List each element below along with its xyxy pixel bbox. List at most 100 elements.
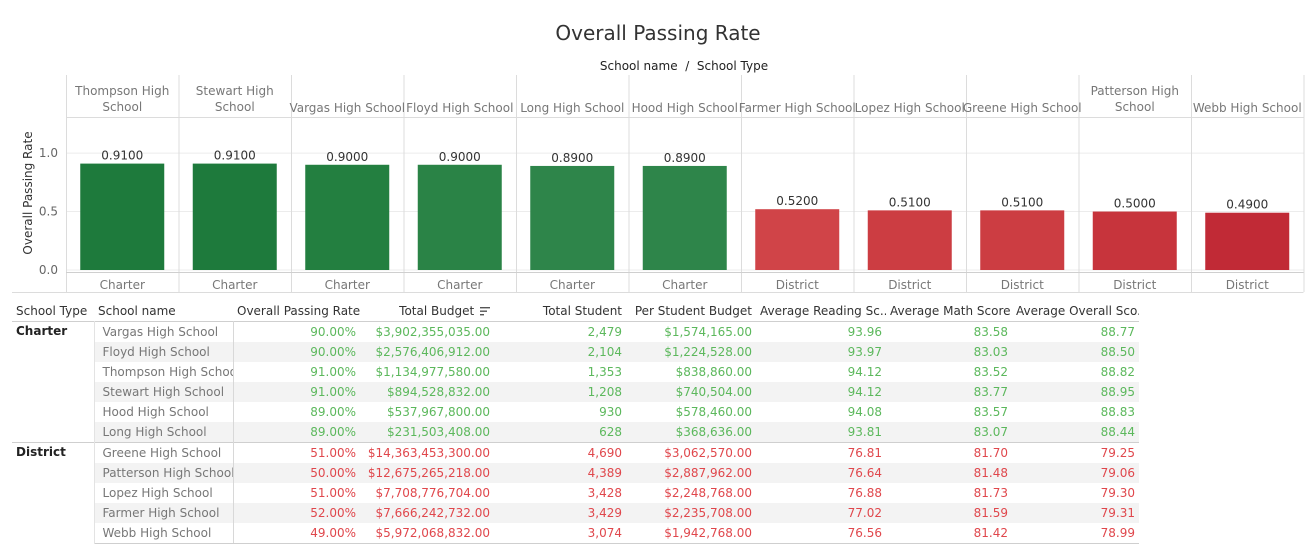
bar[interactable] (642, 165, 727, 270)
column-header-line: Vargas High School (289, 101, 405, 115)
table-row[interactable]: Thompson High School 91.00% $1,134,977,5… (12, 362, 1139, 382)
school-type-label: District (888, 278, 931, 292)
bar-value-label: 0.5000 (1114, 197, 1156, 211)
cell-students: 628 (494, 422, 626, 443)
bar[interactable] (417, 164, 502, 270)
cell-per-student: $2,248,768.00 (664, 486, 752, 500)
bar-value-label: 0.9000 (439, 150, 481, 164)
header-average-reading[interactable]: Average Reading Sc.. (760, 304, 886, 318)
bar-value-label: 0.4900 (1226, 198, 1268, 212)
cell-math: 83.52 (973, 365, 1008, 379)
cell-overall: 88.44 (1012, 422, 1139, 443)
cell-overall: 78.99 (1012, 523, 1139, 544)
cell-budget: $5,972,068,832.00 (360, 523, 494, 544)
table-row[interactable]: Webb High School 49.00% $5,972,068,832.0… (12, 523, 1139, 544)
table-row[interactable]: Farmer High School 52.00% $7,666,242,732… (12, 503, 1139, 523)
column-header-line: Farmer High School (739, 101, 856, 115)
cell-overall: 79.25 (1012, 442, 1139, 463)
column-header-line: Hood High School (632, 101, 738, 115)
cell-school-name: Greene High School (94, 442, 234, 463)
bar[interactable] (1092, 211, 1177, 270)
cell-per-student: $368,636.00 (626, 422, 756, 443)
cell-math: 81.48 (886, 463, 1012, 483)
school-type-label: District (1113, 278, 1156, 292)
bar-value-label: 0.5100 (889, 195, 931, 209)
cell-per-student: $3,062,570.00 (626, 442, 756, 463)
cell-reading: 77.02 (756, 503, 886, 523)
cell-students: 2,479 (587, 325, 622, 339)
table-row[interactable]: Stewart High School 91.00% $894,528,832.… (12, 382, 1139, 402)
district-group: District Greene High School 51.00% $14,3… (12, 442, 1139, 544)
header-passing-rate[interactable]: Overall Passing Rate (237, 304, 360, 318)
column-header-line: School (1115, 100, 1155, 114)
header-school-name[interactable]: School name (98, 304, 176, 318)
cell-budget: $7,666,242,732.00 (360, 503, 494, 523)
school-type-label: District (1001, 278, 1044, 292)
cell-reading: 93.81 (756, 422, 886, 443)
table-row[interactable]: District Greene High School 51.00% $14,3… (12, 442, 1139, 544)
cell-students: 4,389 (494, 463, 626, 483)
header-school-type[interactable]: School Type (16, 304, 88, 318)
cell-math: 83.03 (886, 342, 1012, 362)
cell-reading: 94.08 (847, 405, 882, 419)
cell-students: 3,428 (587, 486, 622, 500)
bar[interactable] (305, 164, 390, 270)
cell-budget: $1,134,977,580.00 (375, 365, 490, 379)
cell-math: 83.58 (973, 325, 1008, 339)
column-header-line: Thompson High (74, 84, 169, 98)
school-type-label: Charter (100, 278, 145, 292)
cell-per-student: $1,574,165.00 (664, 325, 752, 339)
table-row[interactable]: Floyd High School 90.00% $2,576,406,912.… (12, 342, 1139, 362)
table-row[interactable]: Patterson High School 50.00% $12,675,265… (12, 463, 1139, 483)
school-type-label: District (776, 278, 819, 292)
sort-descending-icon[interactable] (480, 307, 490, 316)
table-row[interactable]: Charter Vargas High School 90.00% $3,902… (12, 321, 1139, 443)
cell-per-student: $740,504.00 (626, 382, 756, 402)
cell-passing: 50.00% (233, 463, 360, 483)
cell-school-name: Long High School (94, 422, 234, 443)
cell-passing: 89.00% (310, 405, 356, 419)
column-header-line: Greene High School (963, 101, 1082, 115)
y-tick-label: 0.0 (39, 263, 58, 277)
cell-overall: 88.82 (1100, 365, 1135, 379)
table-header-row: School Type School name Overall Passing … (12, 301, 1139, 322)
column-header-line: Patterson High (1091, 84, 1179, 98)
header-total-budget-cell[interactable]: Total Budget (360, 301, 494, 322)
cell-school-name: Stewart High School (94, 382, 234, 402)
cell-passing: 51.00% (310, 486, 356, 500)
school-type-label: Charter (437, 278, 482, 292)
bar[interactable] (1205, 212, 1290, 270)
bar[interactable] (980, 210, 1065, 270)
header-total-student[interactable]: Total Student (542, 304, 622, 318)
table-row[interactable]: Lopez High School 51.00% $7,708,776,704.… (12, 483, 1139, 503)
y-tick-label: 0.5 (39, 205, 58, 219)
column-header-label: Greene High School (963, 101, 1082, 115)
column-header-label: Vargas High School (289, 101, 405, 115)
column-header-line: Lopez High School (855, 101, 965, 115)
bar[interactable] (80, 163, 165, 270)
cell-reading: 94.12 (847, 365, 882, 379)
cell-passing: 49.00% (233, 523, 360, 544)
cell-budget: $231,503,408.00 (360, 422, 494, 443)
cell-overall: 79.31 (1012, 503, 1139, 523)
column-header-label: Thompson High School (74, 84, 169, 114)
column-header-label: Farmer High School (739, 101, 856, 115)
header-average-math[interactable]: Average Math Score (890, 304, 1011, 318)
cell-math: 81.70 (886, 442, 1012, 463)
cell-reading: 93.96 (847, 325, 882, 339)
bar[interactable] (192, 163, 277, 270)
cell-students: 3,074 (494, 523, 626, 544)
bar[interactable] (867, 210, 952, 270)
cell-budget: $894,528,832.00 (360, 382, 494, 402)
bar[interactable] (755, 209, 840, 270)
header-per-student-budget[interactable]: Per Student Budget (634, 304, 752, 318)
cell-reading: 94.12 (756, 382, 886, 402)
header-average-overall[interactable]: Average Overall Sco.. (1016, 304, 1139, 318)
cell-passing: 51.00% (233, 442, 360, 463)
y-tick-label: 1.0 (39, 146, 58, 160)
bar-value-label: 0.5100 (1001, 195, 1043, 209)
table-row[interactable]: Long High School 89.00% $231,503,408.00 … (12, 422, 1139, 443)
bar[interactable] (530, 165, 615, 270)
cell-passing: 90.00% (233, 342, 360, 362)
table-row[interactable]: Hood High School 89.00% $537,967,800.00 … (12, 402, 1139, 422)
